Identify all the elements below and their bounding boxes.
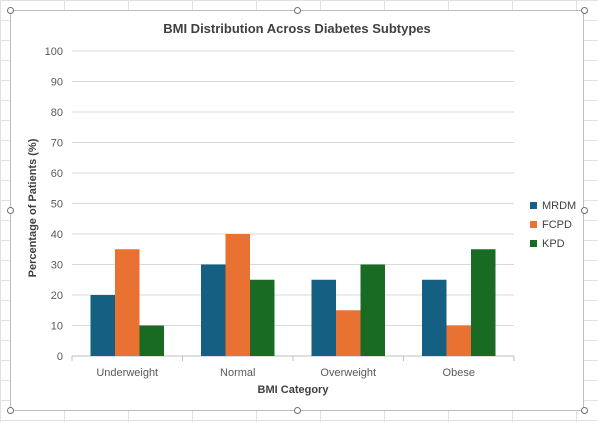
bar-kpd-obese	[471, 249, 496, 356]
bar-kpd-normal	[250, 279, 275, 356]
x-tick-label-underweight: Underweight	[96, 367, 158, 379]
x-axis-title: BMI Category	[257, 384, 329, 396]
bar-fcpd-normal	[225, 234, 250, 356]
legend-label-kpd: KPD	[542, 237, 565, 250]
resize-handle-left[interactable]	[7, 207, 14, 214]
bar-fcpd-underweight	[115, 249, 140, 356]
resize-handle-top-left[interactable]	[7, 7, 14, 14]
y-tick-label-40: 40	[51, 229, 63, 241]
chart-title: BMI Distribution Across Diabetes Subtype…	[163, 21, 431, 36]
y-tick-label-0: 0	[57, 351, 63, 363]
legend-label-mrdm: MRDM	[542, 199, 577, 212]
bar-kpd-overweight	[360, 264, 385, 356]
y-tick-label-30: 30	[51, 260, 63, 272]
legend-item-fcpd: FCPD	[530, 215, 576, 234]
resize-handle-bottom-left[interactable]	[7, 407, 14, 414]
resize-handle-right[interactable]	[581, 207, 588, 214]
resize-handle-bottom-right[interactable]	[581, 407, 588, 414]
legend-item-mrdm: MRDM	[530, 196, 576, 215]
x-tick-label-overweight: Overweight	[320, 367, 376, 379]
bar-fcpd-obese	[446, 325, 471, 356]
resize-handle-bottom[interactable]	[294, 407, 301, 414]
bar-kpd-underweight	[139, 325, 164, 356]
y-tick-label-20: 20	[51, 290, 63, 302]
resize-handle-top[interactable]	[294, 7, 301, 14]
y-tick-label-60: 60	[51, 168, 63, 180]
legend-label-fcpd: FCPD	[542, 218, 572, 231]
x-tick-label-obese: Obese	[443, 367, 475, 379]
bar-mrdm-underweight	[90, 295, 115, 356]
bar-mrdm-normal	[201, 264, 226, 356]
y-tick-label-50: 50	[51, 199, 63, 211]
legend-item-kpd: KPD	[530, 234, 576, 253]
resize-handle-top-right[interactable]	[581, 7, 588, 14]
x-tick-label-normal: Normal	[220, 367, 255, 379]
bar-mrdm-overweight	[311, 279, 336, 356]
legend-swatch-mrdm	[530, 202, 537, 209]
y-tick-label-70: 70	[51, 138, 63, 150]
y-tick-label-90: 90	[51, 77, 63, 89]
bar-mrdm-obese	[422, 279, 447, 356]
legend[interactable]: MRDM FCPD KPD	[530, 196, 576, 253]
y-tick-label-10: 10	[51, 321, 63, 333]
y-tick-label-80: 80	[51, 107, 63, 119]
legend-swatch-kpd	[530, 240, 537, 247]
y-tick-label-100: 100	[45, 46, 63, 58]
bar-fcpd-overweight	[336, 310, 361, 356]
legend-swatch-fcpd	[530, 221, 537, 228]
